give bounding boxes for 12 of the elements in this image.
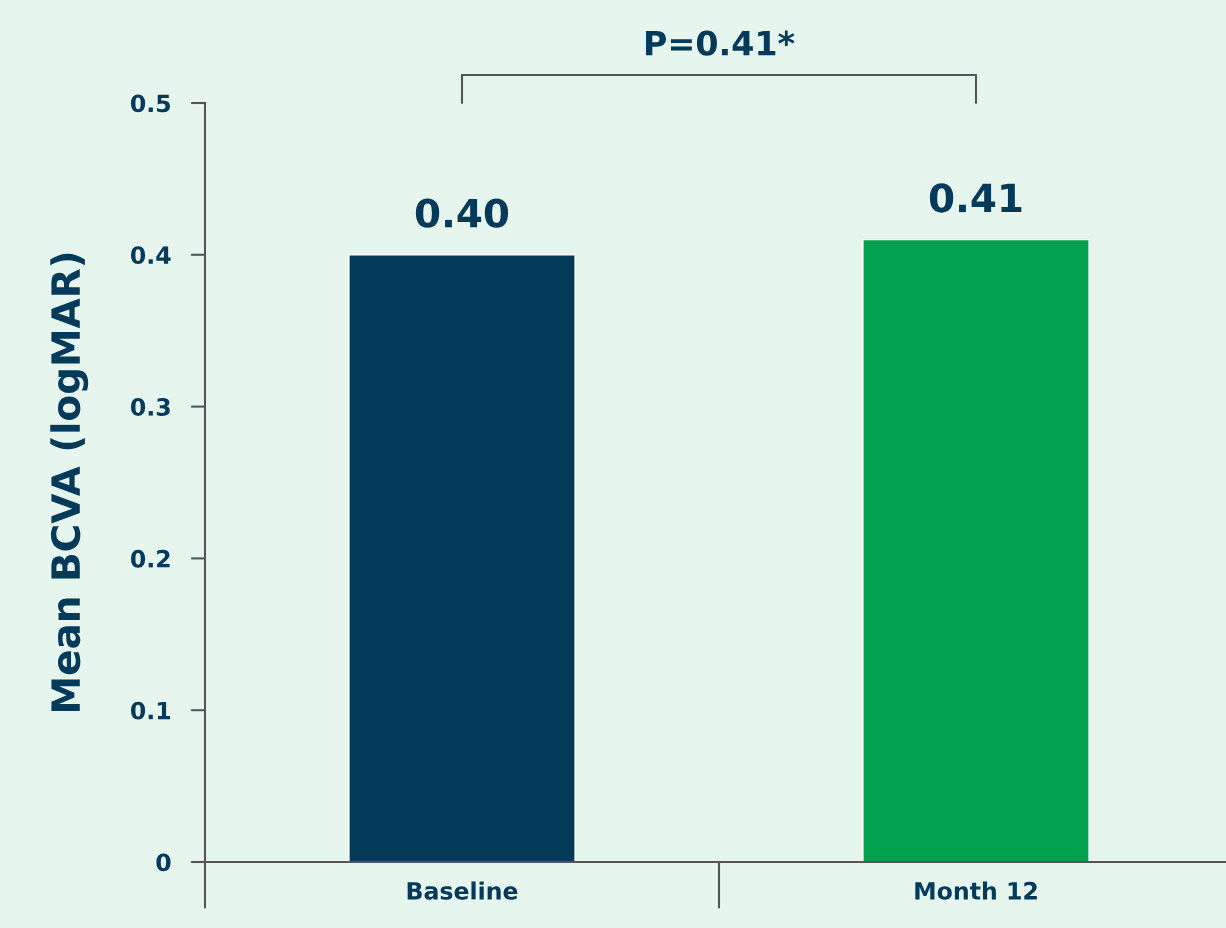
data-label: 0.41 — [929, 183, 1022, 213]
x-tick-label: Baseline — [407, 881, 518, 900]
y-tick-label: 0.4 — [130, 246, 171, 265]
text: P=0.41* — [646, 30, 795, 56]
y-tick-label: 0.2 — [130, 549, 170, 568]
y-tick-label: 0.5 — [130, 94, 171, 113]
y-tick-label: 0.3 — [130, 398, 170, 416]
x-tick-label: Month 12 — [915, 881, 1037, 900]
y-tick-label: 0 — [156, 853, 171, 872]
data-label: 0.40 — [415, 198, 509, 228]
y-axis-title: Mean BCVA (logMAR) — [50, 253, 89, 711]
y-tick-label: 0.1 — [130, 701, 171, 720]
